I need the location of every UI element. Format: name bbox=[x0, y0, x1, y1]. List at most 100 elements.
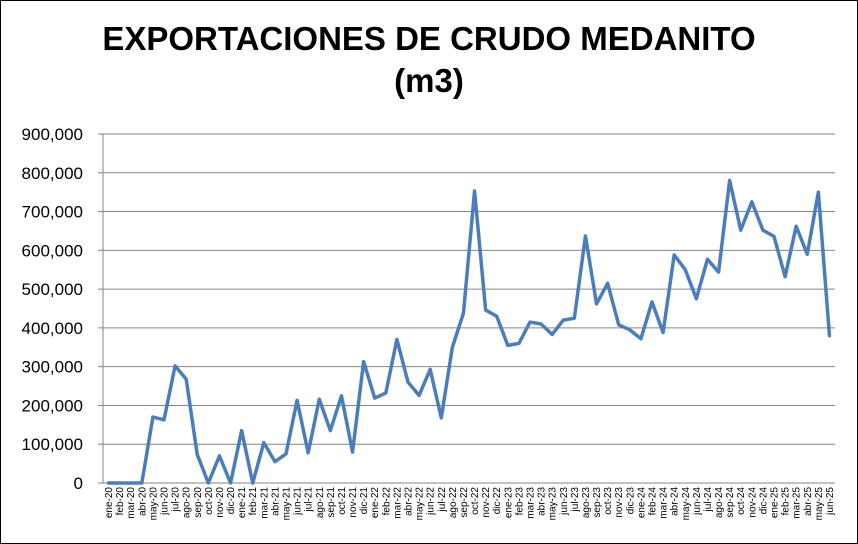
data-point bbox=[395, 338, 399, 342]
x-tick-label: mar-21 bbox=[259, 487, 270, 519]
y-tick-label: 200,000 bbox=[22, 396, 83, 415]
x-tick-label: sep-23 bbox=[592, 487, 603, 518]
data-point bbox=[406, 380, 410, 384]
data-point bbox=[273, 460, 277, 464]
x-tick-label: sep-20 bbox=[193, 487, 204, 518]
x-tick-label: abr-23 bbox=[537, 487, 548, 516]
data-point bbox=[473, 189, 477, 193]
data-point bbox=[772, 234, 776, 238]
data-point bbox=[195, 453, 199, 457]
gridlines bbox=[103, 133, 835, 445]
x-tick-label: abr-22 bbox=[404, 487, 415, 516]
data-point bbox=[617, 323, 621, 327]
data-point bbox=[484, 308, 488, 312]
x-tick-label: ene-25 bbox=[770, 487, 781, 519]
y-tick-label: 300,000 bbox=[22, 358, 83, 377]
x-tick-label: nov-20 bbox=[215, 487, 226, 518]
data-point bbox=[683, 268, 687, 272]
x-tick-label: ene-23 bbox=[503, 487, 514, 519]
x-tick-label: jul-21 bbox=[304, 487, 315, 513]
data-point bbox=[539, 322, 543, 326]
data-points bbox=[107, 179, 831, 485]
x-tick-label: ene-21 bbox=[237, 487, 248, 519]
x-tick-label: nov-24 bbox=[747, 487, 758, 518]
x-tick-label: ene-24 bbox=[636, 487, 647, 519]
x-tick-label: may-21 bbox=[282, 487, 293, 521]
x-tick-label: jul-24 bbox=[703, 487, 714, 513]
x-tick-label: jul-20 bbox=[171, 487, 182, 513]
x-tick-label: may-20 bbox=[148, 487, 159, 521]
x-tick-label: mar-23 bbox=[526, 487, 537, 519]
data-point bbox=[639, 337, 643, 341]
x-tick-label: ago-24 bbox=[714, 487, 725, 519]
data-point bbox=[439, 416, 443, 420]
data-point bbox=[517, 341, 521, 345]
data-point bbox=[761, 228, 765, 232]
data-point bbox=[373, 396, 377, 400]
x-tick-label: jun-24 bbox=[692, 487, 703, 516]
data-point bbox=[672, 253, 676, 257]
data-point bbox=[129, 481, 133, 485]
x-tick-label: sep-24 bbox=[725, 487, 736, 518]
x-tick-label: may-22 bbox=[415, 487, 426, 521]
x-tick-label: ago-23 bbox=[581, 487, 592, 519]
x-tick-label: abr-21 bbox=[270, 487, 281, 516]
x-tick-label: feb-23 bbox=[514, 487, 525, 516]
x-tick-label: nov-22 bbox=[481, 487, 492, 518]
data-point bbox=[351, 450, 355, 454]
y-tick-label: 500,000 bbox=[22, 280, 83, 299]
x-tick-label: feb-20 bbox=[115, 487, 126, 516]
data-point bbox=[295, 398, 299, 402]
data-point bbox=[107, 481, 111, 485]
x-tick-label: jun-21 bbox=[293, 487, 304, 516]
x-tick-label: dic-21 bbox=[359, 487, 370, 515]
series-line bbox=[106, 178, 832, 485]
x-tick-label: may-24 bbox=[681, 487, 692, 521]
data-point bbox=[628, 328, 632, 332]
data-point bbox=[229, 481, 233, 485]
x-axis-ticks: ene-20 feb-20 mar-20 abr-20 may-20 jun-20 jul-… bbox=[104, 487, 836, 521]
y-tick-label: 400,000 bbox=[22, 319, 83, 338]
x-tick-label: ene-22 bbox=[370, 487, 381, 519]
data-point bbox=[428, 367, 432, 371]
data-point bbox=[118, 481, 122, 485]
x-tick-label: ene-20 bbox=[104, 487, 115, 519]
y-tick-label: 0 bbox=[74, 474, 83, 493]
data-point bbox=[495, 314, 499, 318]
data-point bbox=[595, 302, 599, 306]
data-point bbox=[206, 481, 210, 485]
x-tick-label: mar-25 bbox=[792, 487, 803, 519]
data-point bbox=[417, 393, 421, 397]
x-tick-label: mar-20 bbox=[126, 487, 137, 519]
y-tick-label: 600,000 bbox=[22, 241, 83, 260]
data-point bbox=[750, 200, 754, 204]
data-point bbox=[284, 452, 288, 456]
x-tick-label: ago-20 bbox=[182, 487, 193, 519]
x-tick-label: nov-21 bbox=[348, 487, 359, 518]
x-tick-label: mar-24 bbox=[659, 487, 670, 519]
data-point bbox=[694, 297, 698, 301]
x-tick-label: jun-22 bbox=[426, 487, 437, 516]
data-point bbox=[461, 311, 465, 315]
data-point bbox=[816, 190, 820, 194]
data-point bbox=[827, 334, 831, 338]
x-tick-label: abr-25 bbox=[803, 487, 814, 516]
x-tick-label: jul-22 bbox=[437, 487, 448, 513]
chart-title-line-1: EXPORTACIONES DE CRUDO MEDANITO bbox=[102, 20, 756, 57]
data-point bbox=[450, 345, 454, 349]
data-point bbox=[262, 441, 266, 445]
x-tick-label: sep-22 bbox=[459, 487, 470, 518]
data-point bbox=[506, 343, 510, 347]
data-point bbox=[184, 377, 188, 381]
data-point bbox=[739, 228, 743, 232]
data-point bbox=[794, 224, 798, 228]
x-tick-label: may-25 bbox=[814, 487, 825, 521]
data-point bbox=[362, 360, 366, 364]
x-tick-label: mar-22 bbox=[392, 487, 403, 519]
data-point bbox=[561, 318, 565, 322]
x-tick-label: oct-20 bbox=[204, 487, 215, 515]
x-tick-label: dic-22 bbox=[492, 487, 503, 515]
data-point bbox=[717, 270, 721, 274]
